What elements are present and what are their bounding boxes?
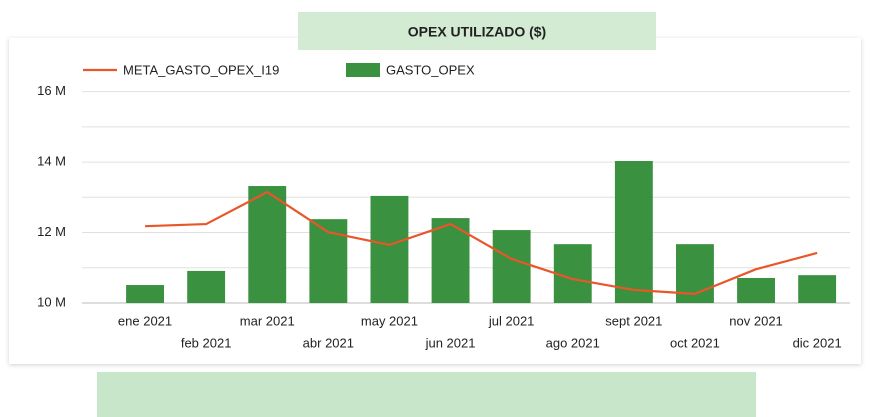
x-tick-label: ago 2021 xyxy=(546,335,600,350)
legend-swatch xyxy=(346,63,380,77)
x-tick-label: abr 2021 xyxy=(303,335,354,350)
x-tick-label: oct 2021 xyxy=(670,335,720,350)
bar xyxy=(798,275,837,303)
bar xyxy=(737,277,775,303)
scorecard xyxy=(427,372,756,417)
y-tick-label: 14 M xyxy=(37,154,66,169)
scorecard xyxy=(97,372,427,417)
x-tick-label: sept 2021 xyxy=(605,313,662,328)
legend-label: GASTO_OPEX xyxy=(386,62,475,77)
x-tick-label: feb 2021 xyxy=(181,335,232,350)
line xyxy=(145,190,818,295)
bar xyxy=(553,244,592,303)
x-tick-label: may 2021 xyxy=(361,313,418,328)
x-tick-label: mar 2021 xyxy=(240,313,295,328)
chart-title: OPEX UTILIZADO ($) xyxy=(408,24,546,40)
chart-panel xyxy=(9,38,861,364)
x-tick-label: nov 2021 xyxy=(729,313,783,328)
y-tick-label: 16 M xyxy=(37,83,66,98)
x-tick-label: ene 2021 xyxy=(118,313,172,328)
bar xyxy=(614,161,653,303)
bar xyxy=(187,270,226,303)
bar xyxy=(370,195,409,303)
bar xyxy=(492,230,531,303)
legend-label: META_GASTO_OPEX_I19 xyxy=(123,62,279,77)
title-box xyxy=(298,12,656,50)
chart: OPEX UTILIZADO ($) 10 M 12 M 14 M 16 M ene 2… xyxy=(9,12,861,364)
bar xyxy=(126,285,164,303)
bar xyxy=(248,186,287,303)
x-tick-label: dic 2021 xyxy=(793,335,842,350)
y-tick-label: 10 M xyxy=(37,294,66,309)
x-tick-label: jun 2021 xyxy=(425,335,476,350)
y-tick-label: 12 M xyxy=(37,224,66,239)
x-tick-label: jul 2021 xyxy=(488,313,535,328)
